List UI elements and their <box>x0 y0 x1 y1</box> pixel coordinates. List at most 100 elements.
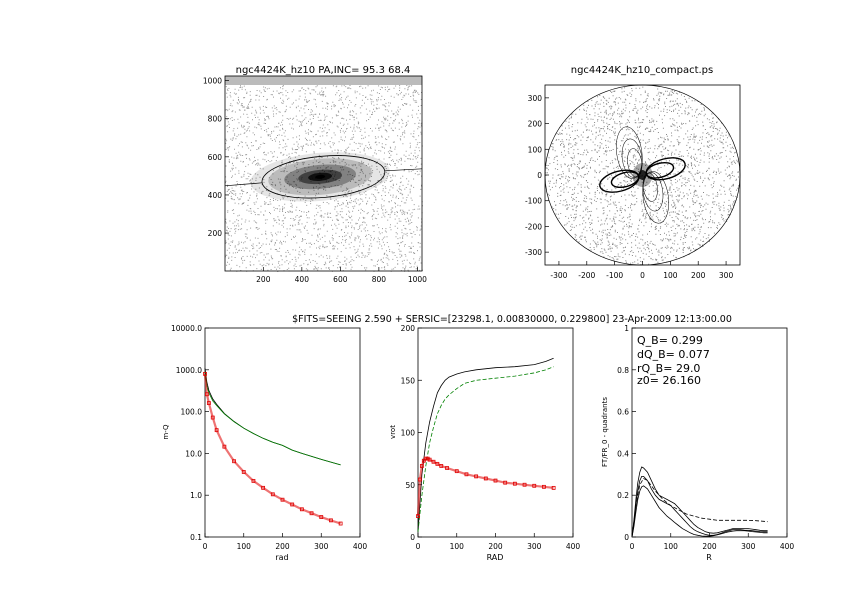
fourier-series-1-line <box>631 476 768 538</box>
image-y-tick-label: 1000 <box>203 77 222 86</box>
panel-galaxy-image: ngc4424K_hz10 PA,INC= 95.3 68.4 200 400 60… <box>203 65 427 284</box>
deprojected-x-tick-label: -200 <box>578 271 595 280</box>
panel-fourier-quadrants: 0 100 200 300 400 0 0.2 0.4 0.6 0.8 1 R FT/FR_0 - … <box>601 324 794 562</box>
contour-lobe-horizontal <box>645 161 675 179</box>
deprojected-y-tick-label: 200 <box>528 120 543 129</box>
rot-x-tick-label: 100 <box>450 542 465 551</box>
mass-y-tick-label: 0.1 <box>190 533 202 542</box>
fourier-x-tick-label: 200 <box>702 542 717 551</box>
rot-y-tick-label: 0 <box>410 533 415 542</box>
panel-deprojected-image: ngc4424K_hz10_compact.ps -300 -200 -100 0 10… <box>525 65 741 280</box>
deprojected-x-tick-label: -100 <box>606 271 623 280</box>
fourier-y-tick-label: 0.4 <box>617 449 629 458</box>
xlabel-fourier: R <box>706 553 712 562</box>
fourier-x-tick-label: 400 <box>780 542 795 551</box>
contour-lobe-horizontal <box>610 171 640 189</box>
ylabel-mass-profile: m-Q <box>162 424 170 440</box>
mass-x-tick-label: 0 <box>203 542 208 551</box>
image-x-tick-label: 800 <box>372 275 387 284</box>
contour-lobe-vertical <box>642 172 664 212</box>
mass-y-tick-label: 100.0 <box>181 408 203 417</box>
rot-x-tick-label: 0 <box>416 542 421 551</box>
mass-y-tick-label: 10.0 <box>185 449 202 458</box>
mass-series-2-markers <box>203 371 343 526</box>
mass-y-tick-label: 10000.0 <box>171 324 202 333</box>
rot-series-0-line <box>417 357 554 532</box>
rot-series-2-trace <box>416 457 554 517</box>
deprojected-x-tick-label: -300 <box>550 271 567 280</box>
deprojected-y-tick-label: 0 <box>537 171 542 180</box>
deprojected-y-tick-label: 100 <box>528 145 543 154</box>
mass-y-tick-label: 1.0 <box>190 491 202 500</box>
rot-x-tick-label: 300 <box>527 542 542 551</box>
fit-ellipse <box>261 155 386 199</box>
deprojected-x-tick-label: 0 <box>640 271 645 280</box>
image-y-tick-label: 200 <box>208 229 223 238</box>
rot-series-2-markers <box>416 456 556 518</box>
panel-rotation-curve: 0 100 200 300 400 0 50 100 150 200 RAD vrot <box>389 324 580 562</box>
mass-x-tick-label: 400 <box>353 542 368 551</box>
title-deprojected-image: ngc4424K_hz10_compact.ps <box>571 65 714 76</box>
deprojected-y-tick-label: -200 <box>525 222 542 231</box>
image-y-tick-label: 800 <box>208 115 223 124</box>
deprojected-x-tick-label: 100 <box>663 271 678 280</box>
fourier-series-3-line <box>631 477 768 538</box>
contour-lobe-vertical <box>627 148 643 178</box>
ylabel-fourier: FT/FR_0 - quadrants <box>601 397 609 467</box>
ylabel-rotation-curve: vrot <box>389 425 397 439</box>
mass-y-tick-label: 1000.0 <box>176 366 202 375</box>
header-line: $FITS=SEEING 2.590 + SERSIC=[23298.1, 0.… <box>292 314 732 325</box>
image-x-tick-label: 1000 <box>408 275 427 284</box>
deprojected-x-tick-label: 300 <box>719 271 734 280</box>
fourier-series-0-line <box>631 466 768 538</box>
deprojected-y-tick-label: -100 <box>525 197 542 206</box>
fourier-y-tick-label: 1 <box>624 324 629 333</box>
rot-y-tick-label: 200 <box>401 324 416 333</box>
image-x-tick-label: 600 <box>333 275 348 284</box>
fourier-y-tick-label: 0 <box>624 533 629 542</box>
fourier-x-tick-label: 300 <box>741 542 756 551</box>
image-x-tick-label: 400 <box>295 275 310 284</box>
deprojected-y-tick-label: -300 <box>525 248 542 257</box>
mass-x-tick-label: 100 <box>237 542 252 551</box>
contour-lobe-vertical <box>642 172 658 202</box>
fourier-x-tick-label: 100 <box>664 542 679 551</box>
annotation-rqb: rQ_B= 29.0 <box>637 362 700 375</box>
panel-mass-profile: 0 100 200 300 400 0.1 1.0 10.0 100.0 1000.0 10000.… <box>162 324 367 562</box>
rot-y-tick-label: 50 <box>405 481 415 490</box>
major-axis-line <box>224 168 423 187</box>
image-x-tick-label: 200 <box>256 275 271 284</box>
deprojected-x-tick-label: 200 <box>691 271 706 280</box>
image-y-tick-label: 400 <box>208 191 223 200</box>
annotation-dqb: dQ_B= 0.077 <box>637 348 710 361</box>
fourier-y-tick-label: 0.6 <box>617 408 629 417</box>
fourier-series-2-line <box>631 485 768 538</box>
annotation-z0: z0= 26.160 <box>637 374 701 387</box>
deprojected-y-tick-label: 300 <box>528 94 543 103</box>
fourier-y-tick-label: 0.8 <box>617 366 629 375</box>
galaxy-glow <box>315 174 326 179</box>
mass-series-1-line <box>204 371 341 466</box>
deprojection-circle <box>544 84 741 266</box>
title-galaxy-image: ngc4424K_hz10 PA,INC= 95.3 68.4 <box>236 65 411 76</box>
annotation-qb: Q_B= 0.299 <box>637 334 703 347</box>
contour-lobe-vertical <box>621 138 643 178</box>
rot-series-1-line <box>417 366 554 532</box>
mass-x-tick-label: 300 <box>314 542 329 551</box>
fourier-x-tick-label: 0 <box>630 542 635 551</box>
contour-lobe-vertical <box>642 171 669 224</box>
rot-x-tick-label: 400 <box>566 542 581 551</box>
rot-y-tick-label: 100 <box>401 429 416 438</box>
contour-lobe-vertical <box>616 126 643 179</box>
image-background-noise <box>225 85 423 272</box>
xlabel-rotation-curve: RAD <box>487 553 504 562</box>
rot-x-tick-label: 200 <box>488 542 503 551</box>
image-y-tick-label: 600 <box>208 153 223 162</box>
mass-x-tick-label: 200 <box>275 542 290 551</box>
fourier-y-tick-label: 0.2 <box>617 491 629 500</box>
mass-series-0-line <box>204 368 341 466</box>
rot-y-tick-label: 150 <box>401 376 416 385</box>
xlabel-mass-profile: rad <box>275 553 288 562</box>
image-top-band <box>225 76 422 85</box>
